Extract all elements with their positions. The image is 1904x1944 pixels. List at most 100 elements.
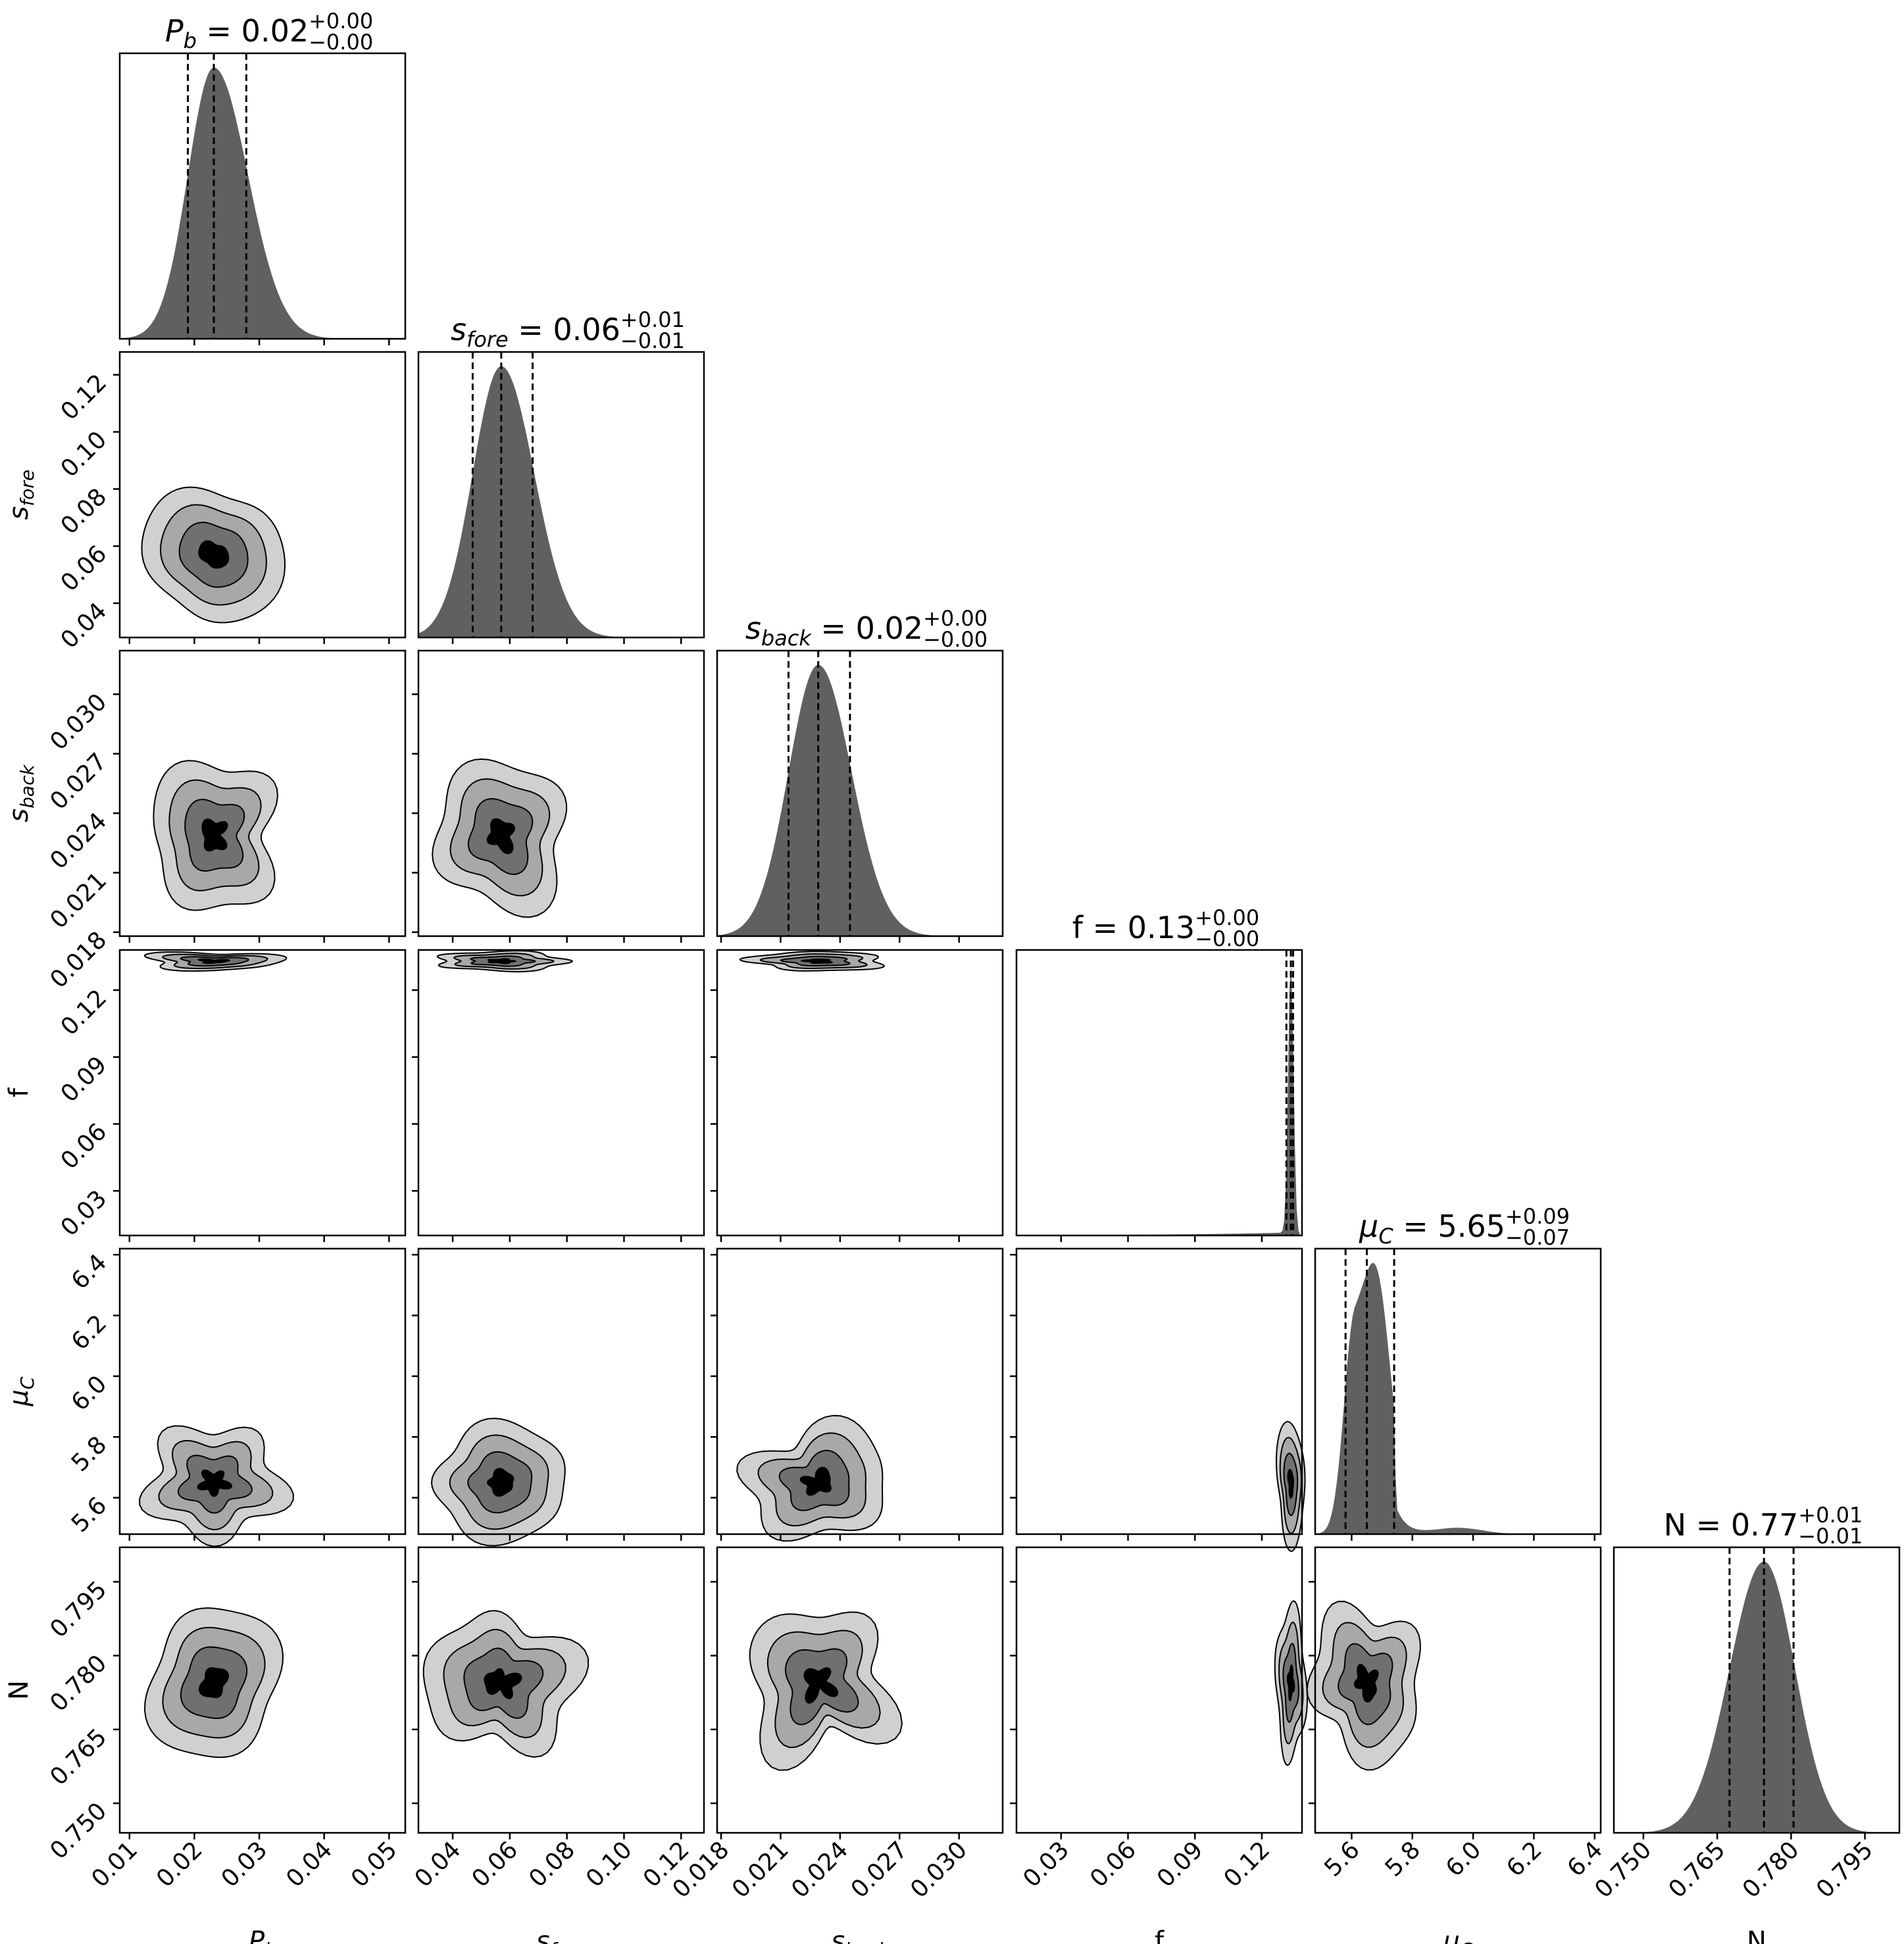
title-mu_C: μC = 5.65+0.09	[1359, 1204, 1570, 1249]
y-tick-label: 6.0	[66, 1370, 112, 1416]
hist-frame-s_back	[716, 649, 1004, 937]
contour-panel-P_b-N	[113, 1546, 407, 1839]
x-tick-label: 0.02	[151, 1836, 208, 1893]
x-label-f: f	[1155, 1926, 1165, 1944]
y-tick-label: 6.2	[66, 1310, 112, 1355]
x-label-s_back: sback	[831, 1926, 889, 1944]
panel-frame	[417, 949, 705, 1237]
x-tick-label: 0.024	[786, 1836, 853, 1903]
title-minus-mu_C: −0.07	[1505, 1225, 1570, 1250]
contour-panel-P_b-f	[113, 949, 407, 1242]
y-axis-s_fore: 0.040.060.080.100.12 sfore	[4, 369, 112, 654]
x-axis-mu_C: 5.65.86.06.26.4μC	[1319, 1836, 1608, 1944]
title-minus-N: −0.01	[1798, 1524, 1863, 1549]
hist-panel-P_b: Pb = 0.02+0.00−0.00	[118, 9, 407, 345]
contour-panel-f-mu_C	[1010, 1247, 1306, 1553]
x-tick-label: 0.08	[524, 1836, 580, 1893]
panel-frame	[716, 949, 1004, 1237]
contour-level-4	[800, 958, 834, 964]
x-tick-label: 0.09	[1152, 1836, 1209, 1893]
contour-level-4	[198, 540, 230, 569]
contour-panel-P_b-mu_C	[113, 1247, 407, 1547]
panel-frame	[118, 351, 407, 639]
x-tick-label: 0.027	[846, 1836, 913, 1903]
contour-level-4	[799, 1466, 832, 1496]
title-minus-P_b: −0.00	[309, 30, 373, 55]
hist-panel-s_back: sback = 0.02+0.00−0.00	[716, 606, 1004, 943]
title-f: f = 0.13+0.00	[1072, 905, 1259, 945]
hist-frame-mu_C	[1314, 1247, 1602, 1535]
x-tick-label: 0.04	[410, 1836, 466, 1893]
y-tick-label: 0.780	[45, 1650, 112, 1717]
y-label-s_fore: sfore	[4, 470, 38, 520]
histogram-f	[1016, 964, 1302, 1235]
contour-level-4	[486, 818, 515, 855]
x-axis-f: 0.03 0.06 0.09 0.12 f	[1018, 1836, 1276, 1944]
x-label-N: N	[1747, 1926, 1766, 1944]
x-tick-label: 0.030	[905, 1836, 972, 1903]
x-tick-label: 5.6	[1319, 1836, 1365, 1882]
contour-level-4	[198, 1667, 229, 1699]
contour-level-4	[487, 958, 517, 964]
histogram-s_back	[717, 664, 1003, 936]
contour-panel-s_back-N	[711, 1546, 1004, 1839]
y-tick-label: 0.06	[56, 540, 113, 597]
y-axis-mu_C: 5.6 5.8 6.0 6.2 6.4 μC	[4, 1249, 112, 1538]
title-minus-f: −0.00	[1195, 926, 1259, 951]
histogram-P_b	[120, 67, 405, 339]
contour-level-4	[1353, 1664, 1379, 1703]
panel-frame	[716, 1247, 1004, 1535]
y-label-N: N	[4, 1680, 34, 1700]
contour-panel-P_b-s_fore	[113, 351, 407, 644]
x-tick-label: 0.750	[1590, 1836, 1657, 1903]
y-tick-label: 0.06	[56, 1118, 113, 1175]
x-tick-label: 0.03	[1018, 1836, 1075, 1893]
x-tick-label: 0.795	[1811, 1836, 1878, 1903]
contour-level-4	[197, 1469, 233, 1497]
x-axis-N: 0.750 0.765 0.780 0.795 N	[1590, 1836, 1878, 1944]
hist-panel-mu_C: μC = 5.65+0.09−0.07	[1314, 1204, 1602, 1541]
histogram-s_fore	[418, 366, 704, 637]
x-label-s_fore: sfore	[536, 1926, 587, 1944]
x-tick-label: 6.0	[1441, 1836, 1486, 1882]
hist-panel-f: f = 0.13+0.00−0.00	[1015, 905, 1303, 1242]
x-tick-label: 5.8	[1380, 1836, 1426, 1882]
histogram-mu_C	[1315, 1262, 1601, 1534]
y-tick-label: 5.6	[66, 1492, 112, 1537]
title-s_fore: sfore = 0.06+0.01	[451, 307, 685, 352]
contour-panel-s_fore-s_back	[412, 649, 705, 943]
contour-level-4	[803, 1667, 839, 1704]
y-label-s_back: sback	[4, 764, 38, 822]
contour-panel-s_back-f	[711, 949, 1004, 1242]
y-axis-f: 0.030.060.090.12f	[4, 984, 112, 1241]
contour-panel-s_fore-N	[412, 1546, 705, 1839]
x-tick-label: 0.04	[281, 1836, 338, 1893]
panel-frame	[118, 1546, 407, 1834]
panel-frame	[1015, 1247, 1303, 1535]
x-label-P_b: Pb	[249, 1926, 276, 1944]
y-tick-label: 0.12	[56, 369, 113, 426]
hist-frame-N	[1613, 1546, 1901, 1834]
panel-frame	[118, 1247, 407, 1535]
y-label-f: f	[4, 1087, 34, 1097]
panel-frame	[1314, 1546, 1602, 1834]
x-tick-label: 0.10	[581, 1836, 638, 1893]
y-tick-label: 5.8	[66, 1432, 112, 1477]
x-tick-label: 6.2	[1501, 1836, 1547, 1882]
panel-frame	[118, 649, 407, 937]
title-P_b: Pb = 0.02+0.00	[165, 9, 373, 53]
y-tick-label: 0.10	[56, 426, 113, 483]
x-tick-label: 0.06	[467, 1836, 524, 1893]
histogram-N	[1614, 1561, 1899, 1833]
hist-panel-N: N = 0.77+0.01−0.01	[1613, 1503, 1901, 1839]
panel-frame	[417, 649, 705, 937]
title-N: N = 0.77+0.01	[1664, 1503, 1863, 1543]
hist-frame-s_fore	[417, 351, 705, 639]
y-tick-label: 0.08	[56, 484, 113, 540]
title-s_back: sback = 0.02+0.00	[745, 606, 988, 651]
x-tick-label: 0.780	[1738, 1836, 1805, 1903]
